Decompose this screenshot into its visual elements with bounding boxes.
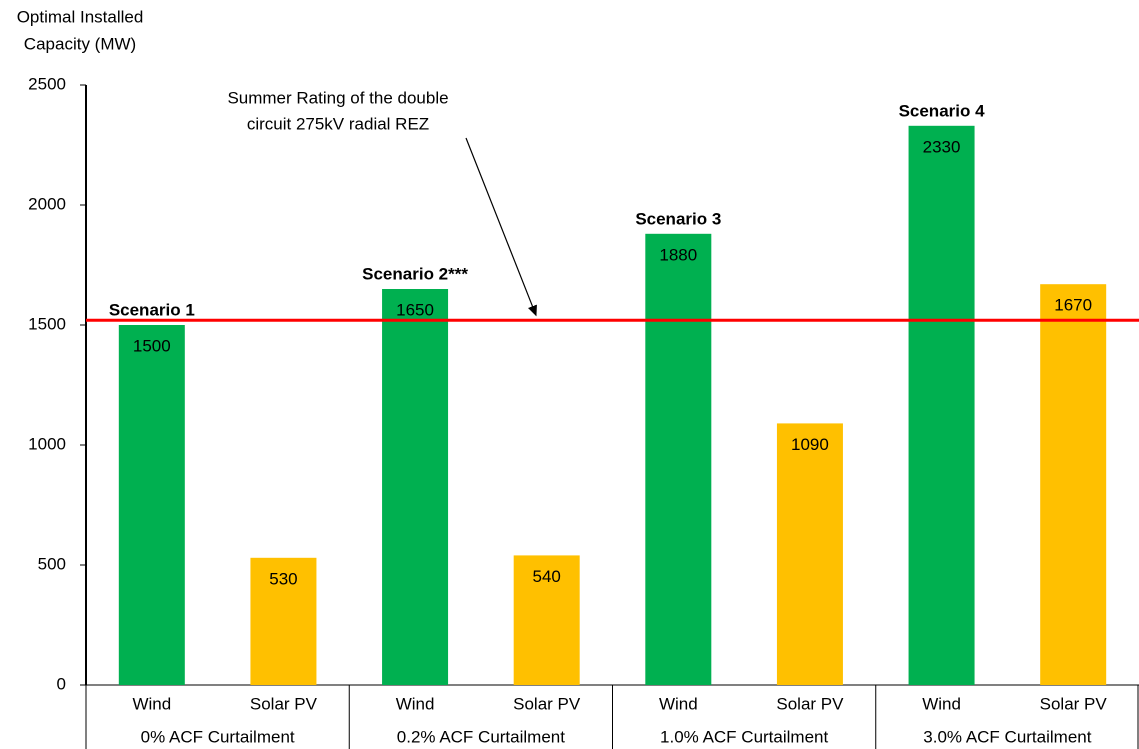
bar <box>1040 284 1107 685</box>
y-axis-title: Capacity (MW) <box>24 34 136 53</box>
x-tick-label: Solar PV <box>513 694 581 713</box>
y-tick-label: 500 <box>38 554 66 573</box>
value-label: 540 <box>533 567 561 586</box>
value-label: 530 <box>269 569 297 588</box>
value-label: 1650 <box>396 300 434 319</box>
x-tick-label: Solar PV <box>1040 694 1108 713</box>
x-tick-label: Wind <box>132 694 171 713</box>
y-tick-label: 1500 <box>28 314 66 333</box>
bar-annotation: Scenario 1 <box>109 300 195 319</box>
bar-annotation: Scenario 2*** <box>362 264 468 283</box>
bar <box>908 125 975 686</box>
value-label: 1670 <box>1054 296 1092 315</box>
bar-annotation: Scenario 4 <box>899 101 986 120</box>
bar <box>250 557 317 685</box>
value-label: 1090 <box>791 435 829 454</box>
bar <box>513 555 580 685</box>
y-tick-label: 2500 <box>28 74 66 93</box>
group-label: 1.0% ACF Curtailment <box>660 727 828 746</box>
y-tick-label: 0 <box>57 674 66 693</box>
y-axis-title: Optimal Installed <box>17 7 144 26</box>
group-label: 3.0% ACF Curtailment <box>923 727 1091 746</box>
x-tick-label: Solar PV <box>250 694 318 713</box>
bar <box>382 289 449 685</box>
bar <box>776 423 843 685</box>
y-tick-label: 1000 <box>28 434 66 453</box>
x-tick-label: Solar PV <box>776 694 844 713</box>
bar <box>118 325 185 685</box>
value-label: 2330 <box>923 137 961 156</box>
value-label: 1880 <box>659 245 697 264</box>
group-label: 0% ACF Curtailment <box>141 727 295 746</box>
y-tick-label: 2000 <box>28 194 66 213</box>
annotation-arrow <box>465 137 537 317</box>
x-tick-label: Wind <box>659 694 698 713</box>
reference-label: Summer Rating of the double <box>227 88 448 107</box>
group-label: 0.2% ACF Curtailment <box>397 727 565 746</box>
x-tick-label: Wind <box>396 694 435 713</box>
x-tick-label: Wind <box>922 694 961 713</box>
reference-label: circuit 275kV radial REZ <box>247 114 429 133</box>
value-label: 1500 <box>133 336 171 355</box>
bar <box>645 233 712 686</box>
bar-annotation: Scenario 3 <box>635 209 721 228</box>
